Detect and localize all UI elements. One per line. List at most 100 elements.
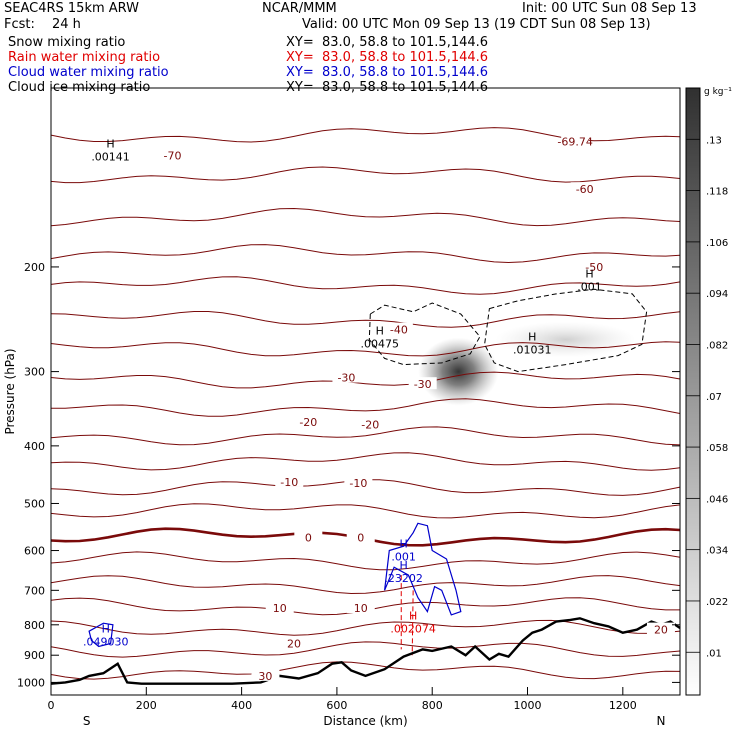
field-name-snow: Snow mixing ratio — [8, 35, 126, 50]
x-tick-label: 1000 — [514, 699, 542, 712]
contour-label-bg — [158, 148, 187, 161]
isotherm-line — [50, 661, 681, 680]
colorbar-label: .106 — [706, 238, 728, 249]
y-tick-label: 700 — [24, 584, 45, 597]
colorbar-label: .01 — [706, 648, 722, 659]
contour-label-bg — [294, 530, 323, 543]
x-tick-label: 600 — [326, 699, 347, 712]
colorbar-label: .094 — [706, 289, 728, 300]
isotherm-line — [50, 426, 681, 446]
contour-label-bg — [580, 259, 609, 272]
colorbar-label: .046 — [706, 494, 728, 505]
field-xy-cloud-water: XY= 83.0, 58.8 to 101.5,144.6 — [286, 65, 489, 80]
y-tick-label: 900 — [24, 649, 45, 662]
isotherm-line — [50, 452, 681, 471]
terrain-line — [50, 617, 681, 685]
max-marker-label: H — [106, 138, 114, 151]
contour-label-bg — [294, 415, 323, 428]
y-tick-label: 1000 — [17, 676, 45, 689]
isotherm-line — [50, 207, 681, 227]
terrain-profile — [50, 617, 681, 685]
y-tick-label: 300 — [24, 366, 45, 379]
contour-label-bg — [332, 370, 361, 383]
contour-label-bg — [265, 601, 294, 614]
isotherm-line — [50, 166, 681, 184]
contour-labels: -69.74 -70 -60 -50 -40 -30 -30 -20 -20 -10 -10 0 0 10… — [83, 134, 675, 683]
colorbar-ramp — [685, 87, 701, 696]
contour-label-bg — [356, 417, 385, 430]
y-tick-label: 800 — [24, 619, 45, 632]
max-marker-label: H — [376, 325, 384, 338]
isotherm-line — [50, 341, 681, 357]
max-marker-value: .001 — [391, 551, 416, 564]
isotherm-label: 10 — [273, 602, 287, 615]
max-marker-value: .002074 — [390, 623, 436, 636]
contour-label-bg — [646, 622, 675, 635]
isotherm-line — [50, 311, 681, 328]
isotherm-line — [50, 371, 681, 389]
x-tick-label: 200 — [136, 699, 157, 712]
max-marker-value: .00141 — [91, 151, 130, 164]
isotherm-line — [50, 244, 681, 264]
isotherm-label: -40 — [390, 324, 408, 337]
x-tick-label: 400 — [231, 699, 252, 712]
field-xy-snow: XY= 83.0, 58.8 to 101.5,144.6 — [286, 35, 489, 50]
valid-time: Valid: 00 UTC Mon 09 Sep 13 (19 CDT Sun … — [302, 17, 651, 32]
isotherm-line — [50, 503, 681, 519]
cloud-water-contour — [384, 522, 462, 616]
max-marker-label: H — [102, 622, 110, 635]
max-marker-label: H — [585, 268, 593, 281]
max-marker-value: .049030 — [83, 635, 129, 648]
isotherm-label: -69.74 — [557, 135, 592, 148]
center-label: NCAR/MMM — [262, 1, 337, 16]
isotherm-label: 0 — [305, 531, 312, 544]
y-tick-label: 600 — [24, 545, 45, 558]
snow-contour — [368, 302, 481, 366]
max-marker-label: H — [528, 330, 536, 343]
isotherm-label: -60 — [576, 183, 594, 196]
isotherm-label: -30 — [414, 378, 432, 391]
rain-contour — [411, 590, 414, 656]
ice-contour — [484, 288, 648, 373]
contour-label-bg — [570, 182, 599, 195]
isotherm-label: -20 — [299, 416, 317, 429]
max-marker-value: .23202 — [384, 572, 423, 585]
cloud-water-contour-south — [88, 622, 114, 648]
model-title: SEAC4RS 15km ARW — [4, 1, 140, 16]
colorbar-label: .058 — [706, 443, 728, 454]
colorbar-label: .13 — [706, 135, 722, 146]
isotherm-label: 20 — [287, 637, 301, 650]
y-tick-label: 400 — [24, 440, 45, 453]
x-axis-label: Distance (km) — [323, 714, 407, 728]
contour-label-bg — [561, 134, 590, 147]
max-marker-label: H — [399, 559, 407, 572]
isotherm-label: 10 — [354, 602, 368, 615]
isotherm-label: -70 — [164, 150, 182, 163]
contour-label-bg — [344, 476, 373, 489]
isotherm-line — [50, 551, 681, 571]
colorbar-label: .022 — [706, 597, 728, 608]
contour-label-bg — [280, 636, 309, 649]
y-axis-label: Pressure (hPa) — [3, 348, 17, 434]
colorbar-label: .034 — [706, 546, 728, 557]
colorbar: .01 .022 .034 .046 .058 .07 .082 .094 .106 .118 .1… — [685, 87, 732, 696]
isotherm-line — [50, 575, 681, 595]
isotherm-label: 20 — [654, 624, 668, 637]
temperature-contours — [50, 127, 681, 680]
forecast-label: Fcst: — [4, 17, 35, 32]
isotherm-line — [50, 276, 681, 295]
field-xy-rain: XY= 83.0, 58.8 to 101.5,144.6 — [286, 50, 489, 65]
contour-label-bg — [346, 530, 375, 543]
field-name-cloud-water: Cloud water mixing ratio — [8, 65, 169, 80]
isotherm-label: -30 — [337, 372, 355, 385]
max-marker-label: H — [409, 610, 417, 623]
max-marker-value: .001 — [577, 281, 602, 294]
colorbar-label: .118 — [706, 187, 728, 198]
x-tick-label: 0 — [48, 699, 55, 712]
y-tick-label: 500 — [24, 497, 45, 510]
colorbar-label: .07 — [706, 392, 722, 403]
y-tick-label: 200 — [24, 261, 45, 274]
